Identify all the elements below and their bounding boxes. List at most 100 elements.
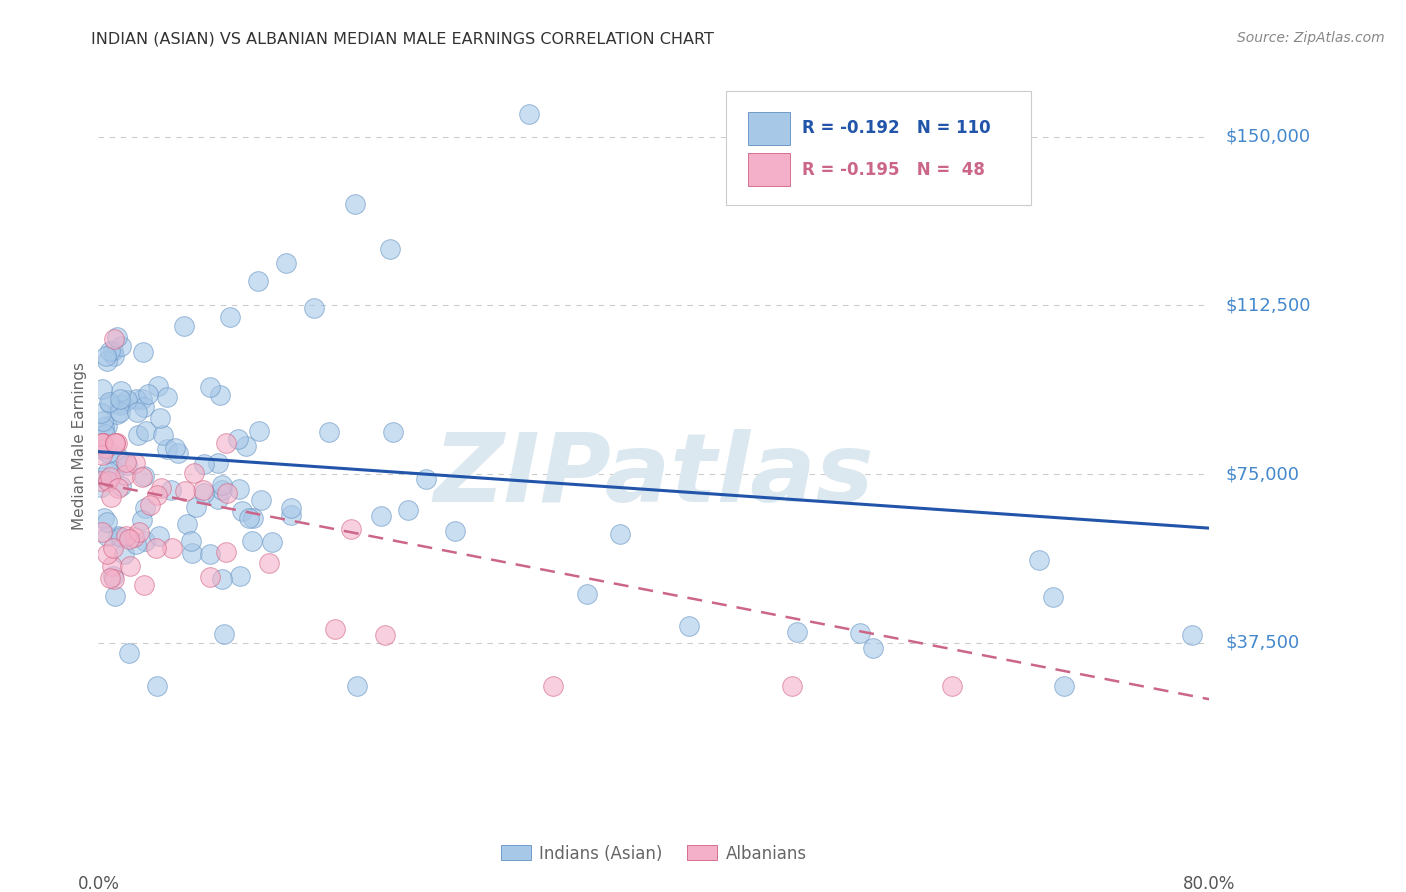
Point: [124, 456, 146, 470]
Point: [91, 448, 114, 462]
Point: [103, 349, 125, 363]
Point: [96, 419, 118, 434]
Point: [134, 534, 156, 549]
Point: [167, 446, 190, 460]
Point: [219, 310, 242, 324]
Point: [541, 679, 564, 693]
Point: [132, 469, 155, 483]
Point: [217, 486, 239, 500]
Point: [103, 464, 125, 478]
Point: [211, 572, 233, 586]
Point: [103, 332, 125, 346]
Point: [156, 391, 179, 405]
Point: [280, 500, 302, 515]
Text: INDIAN (ASIAN) VS ALBANIAN MEDIAN MALE EARNINGS CORRELATION CHART: INDIAN (ASIAN) VS ALBANIAN MEDIAN MALE E…: [91, 31, 714, 46]
Point: [90, 435, 112, 450]
Point: [125, 405, 148, 419]
Point: [1181, 628, 1204, 642]
Point: [250, 492, 273, 507]
Point: [259, 556, 281, 570]
Point: [786, 624, 808, 639]
Text: ZIPatlas: ZIPatlas: [433, 429, 875, 522]
Point: [98, 344, 121, 359]
Point: [136, 387, 159, 401]
Point: [101, 559, 124, 574]
Point: [211, 478, 233, 492]
Point: [97, 394, 120, 409]
Point: [93, 420, 115, 434]
Point: [215, 544, 238, 558]
Point: [91, 383, 114, 397]
Text: $37,500: $37,500: [1226, 634, 1301, 652]
Point: [260, 535, 283, 549]
Point: [1053, 679, 1076, 693]
Point: [215, 435, 238, 450]
Point: [98, 571, 121, 585]
Point: [97, 474, 120, 488]
Point: [114, 467, 136, 482]
Point: [110, 338, 132, 352]
Point: [862, 640, 884, 655]
Point: [91, 435, 114, 450]
Point: [444, 524, 467, 538]
Point: [98, 470, 121, 484]
Point: [127, 428, 149, 442]
Point: [111, 397, 134, 411]
Bar: [748, 153, 790, 186]
Point: [193, 483, 215, 498]
Point: [302, 301, 325, 315]
Point: [181, 546, 204, 560]
Point: [131, 513, 153, 527]
Point: [110, 530, 132, 544]
Point: [152, 428, 174, 442]
Point: [247, 424, 270, 438]
Point: [1042, 591, 1064, 605]
Text: Source: ZipAtlas.com: Source: ZipAtlas.com: [1237, 31, 1385, 45]
Point: [146, 488, 169, 502]
Point: [226, 433, 249, 447]
Point: [173, 318, 195, 333]
Point: [135, 424, 157, 438]
Point: [118, 646, 141, 660]
Text: $75,000: $75,000: [1226, 465, 1299, 483]
Point: [101, 343, 124, 358]
Point: [193, 457, 215, 471]
Point: [378, 242, 401, 256]
Point: [101, 569, 124, 583]
FancyBboxPatch shape: [725, 91, 1032, 204]
Point: [211, 483, 233, 497]
Point: [97, 465, 120, 479]
Point: [91, 414, 114, 428]
Point: [242, 533, 264, 548]
Point: [235, 439, 257, 453]
Point: [90, 480, 112, 494]
Point: [131, 470, 153, 484]
Point: [200, 547, 222, 561]
Point: [148, 529, 170, 543]
Point: [145, 541, 167, 555]
Bar: [748, 112, 790, 145]
Text: $150,000: $150,000: [1226, 128, 1310, 145]
Point: [115, 529, 138, 543]
Point: [134, 501, 156, 516]
Point: [193, 485, 215, 500]
Point: [101, 541, 124, 555]
Text: R = -0.192   N = 110: R = -0.192 N = 110: [801, 119, 990, 136]
Point: [609, 526, 631, 541]
Point: [346, 679, 368, 693]
Point: [91, 435, 114, 450]
Point: [91, 470, 114, 484]
Point: [228, 482, 250, 496]
Point: [849, 626, 872, 640]
Point: [678, 619, 700, 633]
Point: [128, 525, 150, 540]
Point: [344, 197, 367, 211]
Point: [96, 515, 118, 529]
Point: [176, 516, 198, 531]
Point: [173, 484, 195, 499]
Point: [184, 500, 207, 514]
Point: [93, 443, 115, 458]
Point: [183, 466, 205, 480]
Point: [149, 481, 172, 495]
Text: 80.0%: 80.0%: [1182, 875, 1236, 892]
